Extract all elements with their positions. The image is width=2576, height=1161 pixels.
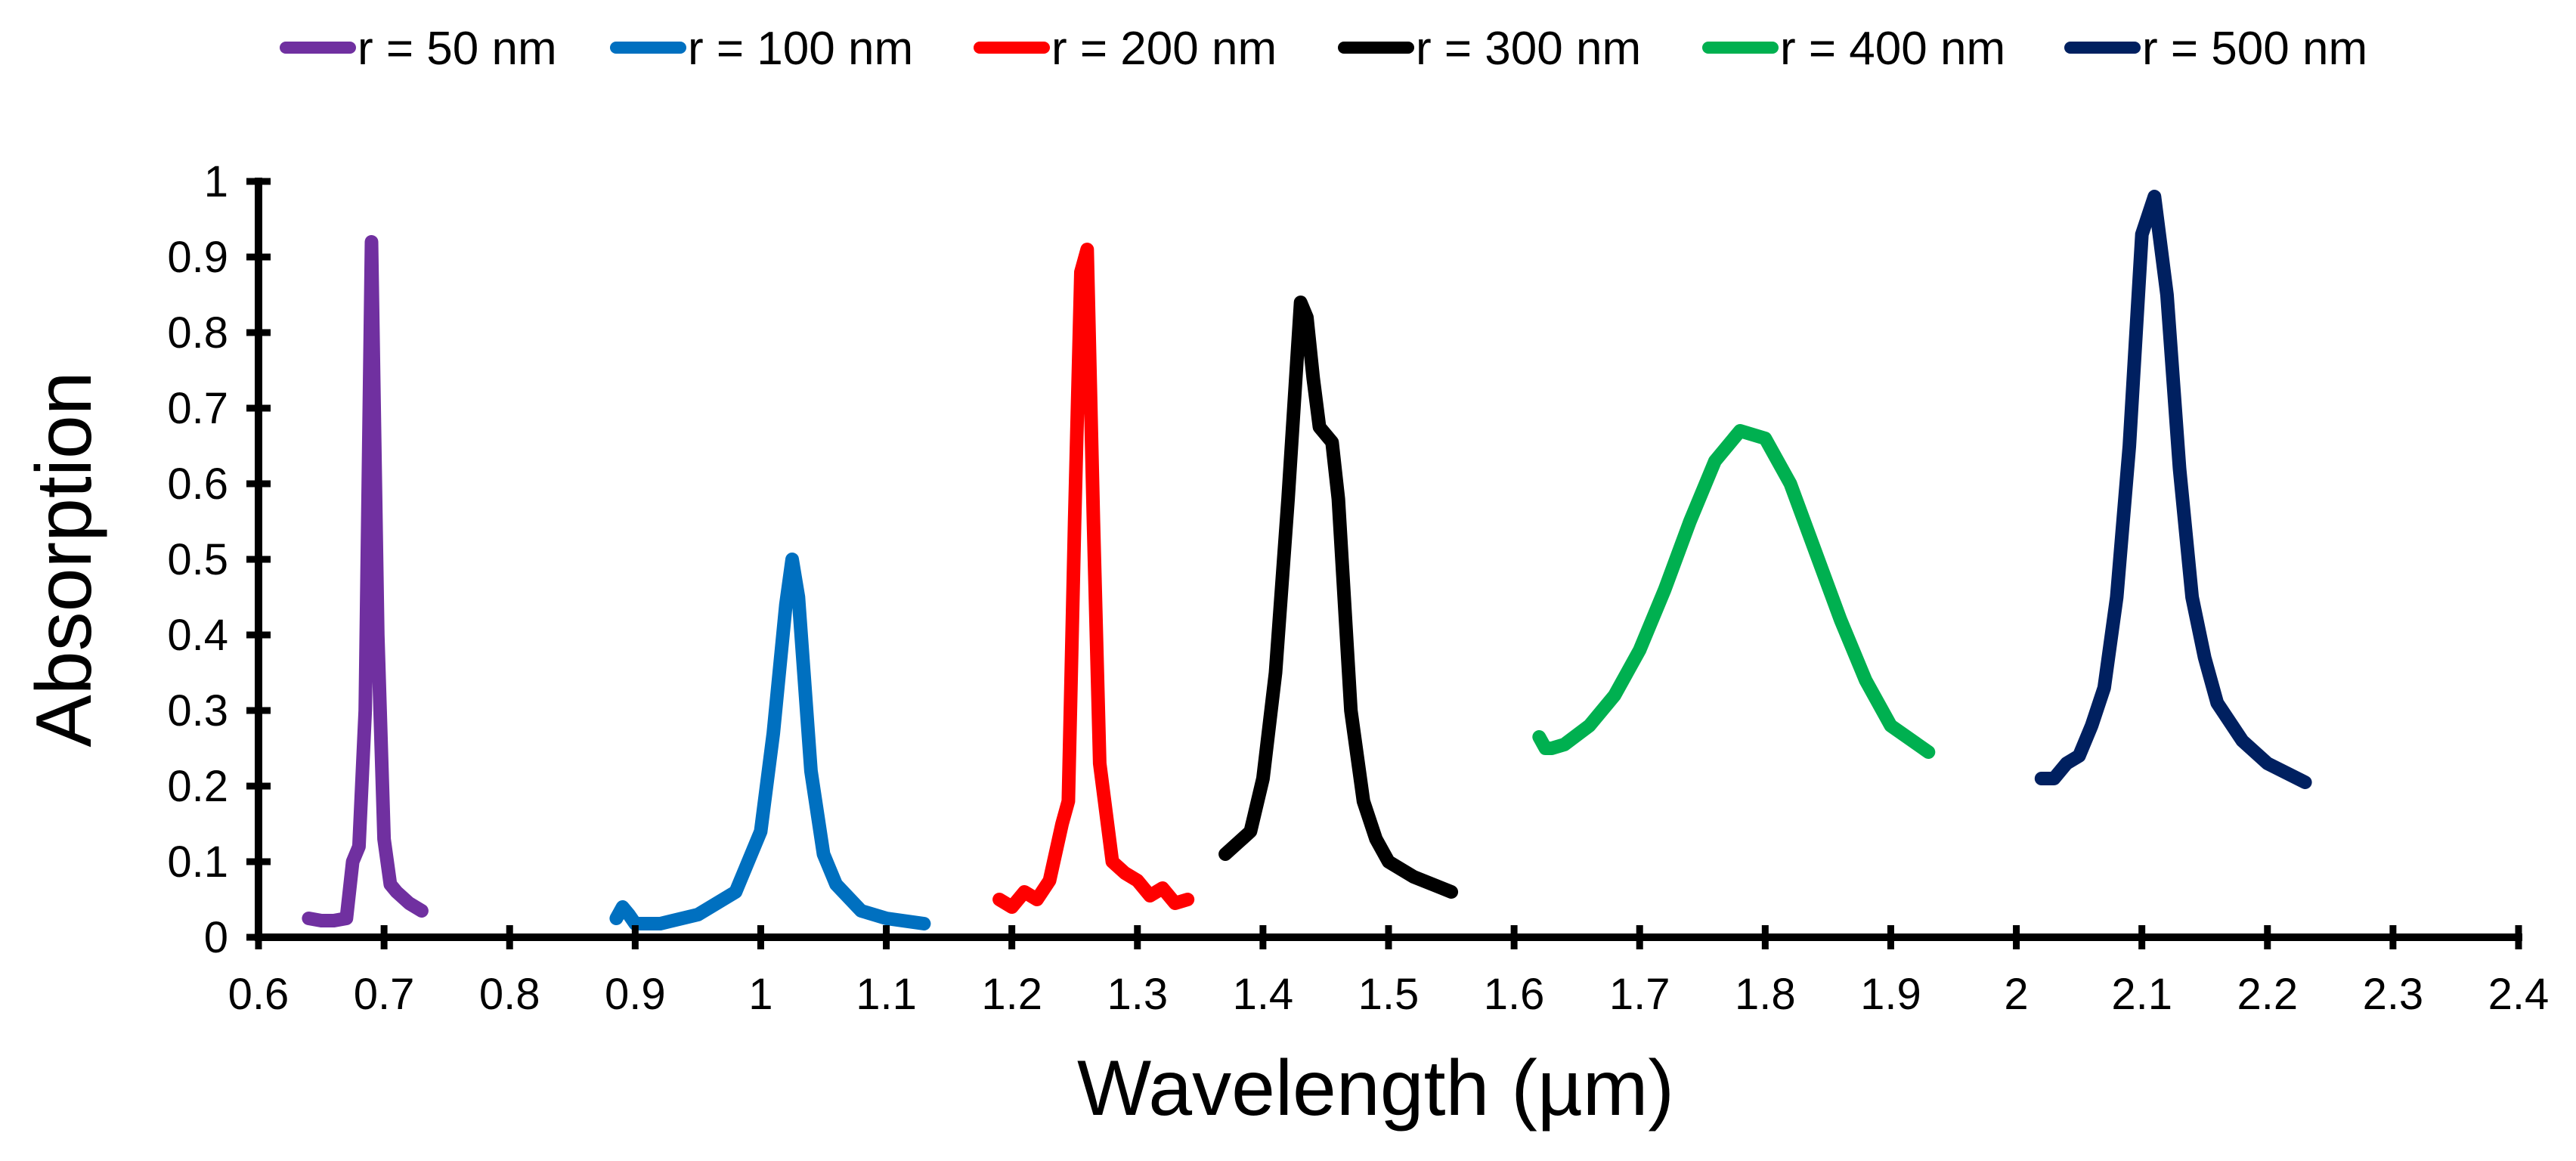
x-tick-label: 1.9 [1860,970,1921,1019]
y-tick-label: 0.6 [167,460,228,509]
x-tick-label: 0.6 [228,970,289,1019]
x-tick-label: 1.7 [1609,970,1670,1019]
x-tick-label: 0.8 [479,970,540,1019]
x-tick-label: 1.1 [856,970,917,1019]
y-tick-label: 0.3 [167,686,228,735]
legend-label-0: r = 50 nm [358,23,557,75]
legend-label-3: r = 300 nm [1416,23,1641,75]
y-tick-label: 0.4 [167,611,228,660]
y-ticks: 0 0.1 0.2 0.3 0.4 0.5 0.6 0.7 0.8 0.9 1 [167,157,271,962]
y-tick-label: 0 [204,913,228,962]
x-ticks: 0.6 0.7 0.8 0.9 1 1.1 1.2 1.3 1.4 1.5 1.6 1.7 1.8 1.9… [228,925,2550,1019]
x-tick-label: 2.3 [2363,970,2424,1019]
legend-label-5: r = 500 nm [2142,23,2367,75]
y-tick-label: 0.8 [167,308,228,358]
axes [255,178,2522,941]
x-tick-label: 1.8 [1735,970,1796,1019]
y-tick-label: 0.2 [167,762,228,811]
series-layer [302,190,2312,930]
series-line-1 [609,553,931,930]
x-tick-label: 1.6 [1484,970,1545,1019]
series-line-2 [992,243,1195,914]
y-axis-title: Absorption [20,371,108,747]
legend: r = 50 nm r = 100 nm r = 200 nm r = 300 nm r… [280,23,2367,75]
y-tick-label: 0.7 [167,384,228,433]
y-tick-label: 0.1 [167,837,228,887]
x-tick-label: 1.3 [1107,970,1168,1019]
x-tick-label: 2.4 [2488,970,2550,1019]
x-tick-label: 1 [748,970,772,1019]
series-line-3 [1218,296,1459,899]
legend-label-2: r = 200 nm [1051,23,1277,75]
legend-label-1: r = 100 nm [688,23,913,75]
x-tick-label: 0.9 [605,970,666,1019]
series-line-0 [302,235,429,927]
y-tick-label: 1 [204,157,228,206]
y-tick-label: 0.9 [167,233,228,282]
x-tick-label: 2.2 [2237,970,2298,1019]
x-tick-label: 1.5 [1358,970,1420,1019]
x-tick-label: 2 [2004,970,2028,1019]
x-axis-title: Wavelength (µm) [1077,1045,1674,1132]
legend-label-4: r = 400 nm [1780,23,2005,75]
series-line-5 [2034,190,2312,789]
y-tick-label: 0.5 [167,535,228,584]
x-tick-label: 1.2 [981,970,1042,1019]
x-tick-label: 1.4 [1233,970,1294,1019]
x-tick-label: 0.7 [354,970,415,1019]
x-tick-label: 2.1 [2111,970,2172,1019]
series-line-4 [1532,424,1936,759]
